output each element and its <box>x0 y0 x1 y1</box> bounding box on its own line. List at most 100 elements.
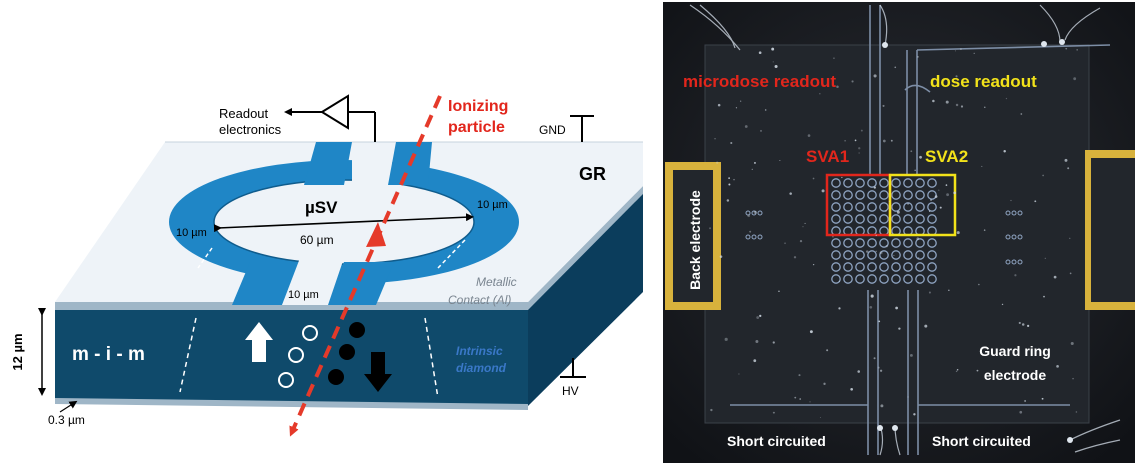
speckle <box>907 396 909 398</box>
speckle <box>753 161 756 164</box>
width-10-right-label: 10 µm <box>477 199 508 211</box>
pixel-cell <box>879 214 889 224</box>
side-marker <box>745 234 751 240</box>
speckle <box>772 411 775 414</box>
speckle <box>939 206 942 209</box>
pixel-cell <box>831 274 841 284</box>
speckle <box>1056 365 1059 368</box>
top-contact-edge <box>55 302 528 310</box>
speckle <box>955 370 958 373</box>
speckle <box>1070 341 1074 346</box>
speckle <box>841 176 843 179</box>
speckle <box>1069 272 1072 275</box>
speckle <box>826 349 829 352</box>
speckle <box>802 226 804 228</box>
pixel-cell <box>867 250 877 260</box>
speckle <box>836 85 839 89</box>
pixel-cell <box>879 178 889 188</box>
pixel-cell <box>903 238 913 248</box>
speckle <box>1034 200 1037 203</box>
speckle <box>984 106 986 108</box>
pixel-cell <box>891 202 901 212</box>
pixel-cell <box>903 262 913 272</box>
sva2-label: SVA2 <box>925 147 968 166</box>
pixel-cell <box>927 202 937 212</box>
speckle <box>809 401 811 403</box>
speckle <box>885 244 889 248</box>
usv-label: µSV <box>305 198 338 217</box>
photo-panel: microdose readout dose readout SVA1 SVA2… <box>663 2 1135 463</box>
speckle <box>819 416 821 418</box>
speckle <box>919 155 922 159</box>
pixel-cell <box>879 250 889 260</box>
speckle <box>753 210 757 214</box>
pixel-cell <box>915 250 925 260</box>
gr-label: GR <box>579 164 606 184</box>
sva2-box <box>888 173 957 237</box>
speckle <box>895 306 898 310</box>
speckle <box>749 230 752 233</box>
pixel-cell <box>891 178 901 188</box>
speckle <box>807 134 811 137</box>
dose-readout-label: dose readout <box>930 72 1037 91</box>
side-marker <box>1005 210 1011 216</box>
readout-label-2: electronics <box>219 122 282 137</box>
pixel-cell <box>927 238 937 248</box>
speckle <box>873 357 876 360</box>
pixel-cell <box>831 190 841 200</box>
speckle <box>953 191 956 195</box>
microdose-readout-label: microdose readout <box>683 72 836 91</box>
speckle <box>709 227 712 230</box>
speckle <box>873 186 876 189</box>
pixel-cell <box>879 202 889 212</box>
speckle <box>772 61 774 63</box>
speckle <box>794 396 797 399</box>
schematic-panel: Readout electronics Ionizing particle GN… <box>10 94 643 437</box>
width-60-label: 60 µm <box>300 233 334 247</box>
speckle <box>890 139 893 142</box>
speckle <box>924 324 928 328</box>
pixel-cell <box>867 190 877 200</box>
short-circuited-right-label: Short circuited <box>932 433 1031 449</box>
pixel-cell <box>843 250 853 260</box>
side-marker <box>1011 234 1017 240</box>
speckle <box>771 47 775 51</box>
speckle <box>955 75 958 78</box>
pixel-cell <box>903 214 913 224</box>
speckle <box>738 373 740 375</box>
pixel-cell <box>927 262 937 272</box>
speckle <box>717 103 721 107</box>
bottom-lead-right <box>326 262 394 305</box>
speckle <box>1067 167 1070 170</box>
pixel-cell <box>915 214 925 224</box>
pixel-cell <box>831 250 841 260</box>
charge-carriers <box>278 322 365 388</box>
pixel-cell <box>855 262 865 272</box>
speckle <box>880 404 884 408</box>
pixel-cell <box>927 250 937 260</box>
pixel-cell <box>855 178 865 188</box>
pixel-cell <box>915 238 925 248</box>
speckle <box>804 222 806 225</box>
speckle <box>838 280 840 282</box>
pixel-cell <box>843 178 853 188</box>
intrinsic-label: Intrinsic <box>456 344 503 358</box>
side-marker <box>1017 210 1023 216</box>
speckle <box>945 100 949 104</box>
speckle <box>744 125 748 128</box>
side-marker <box>1017 234 1023 240</box>
speckle <box>716 161 719 164</box>
right-contact-edge <box>528 186 643 310</box>
pixel-cell <box>927 214 937 224</box>
speckle <box>760 129 762 132</box>
speckle <box>735 107 738 109</box>
speckle <box>882 104 885 107</box>
speckle <box>885 210 887 213</box>
speckle <box>851 80 854 83</box>
pixel-cell <box>867 274 877 284</box>
speckle <box>946 193 950 197</box>
side-marker <box>1011 210 1017 216</box>
speckle <box>869 305 873 309</box>
gnd-symbol-icon <box>570 115 594 142</box>
